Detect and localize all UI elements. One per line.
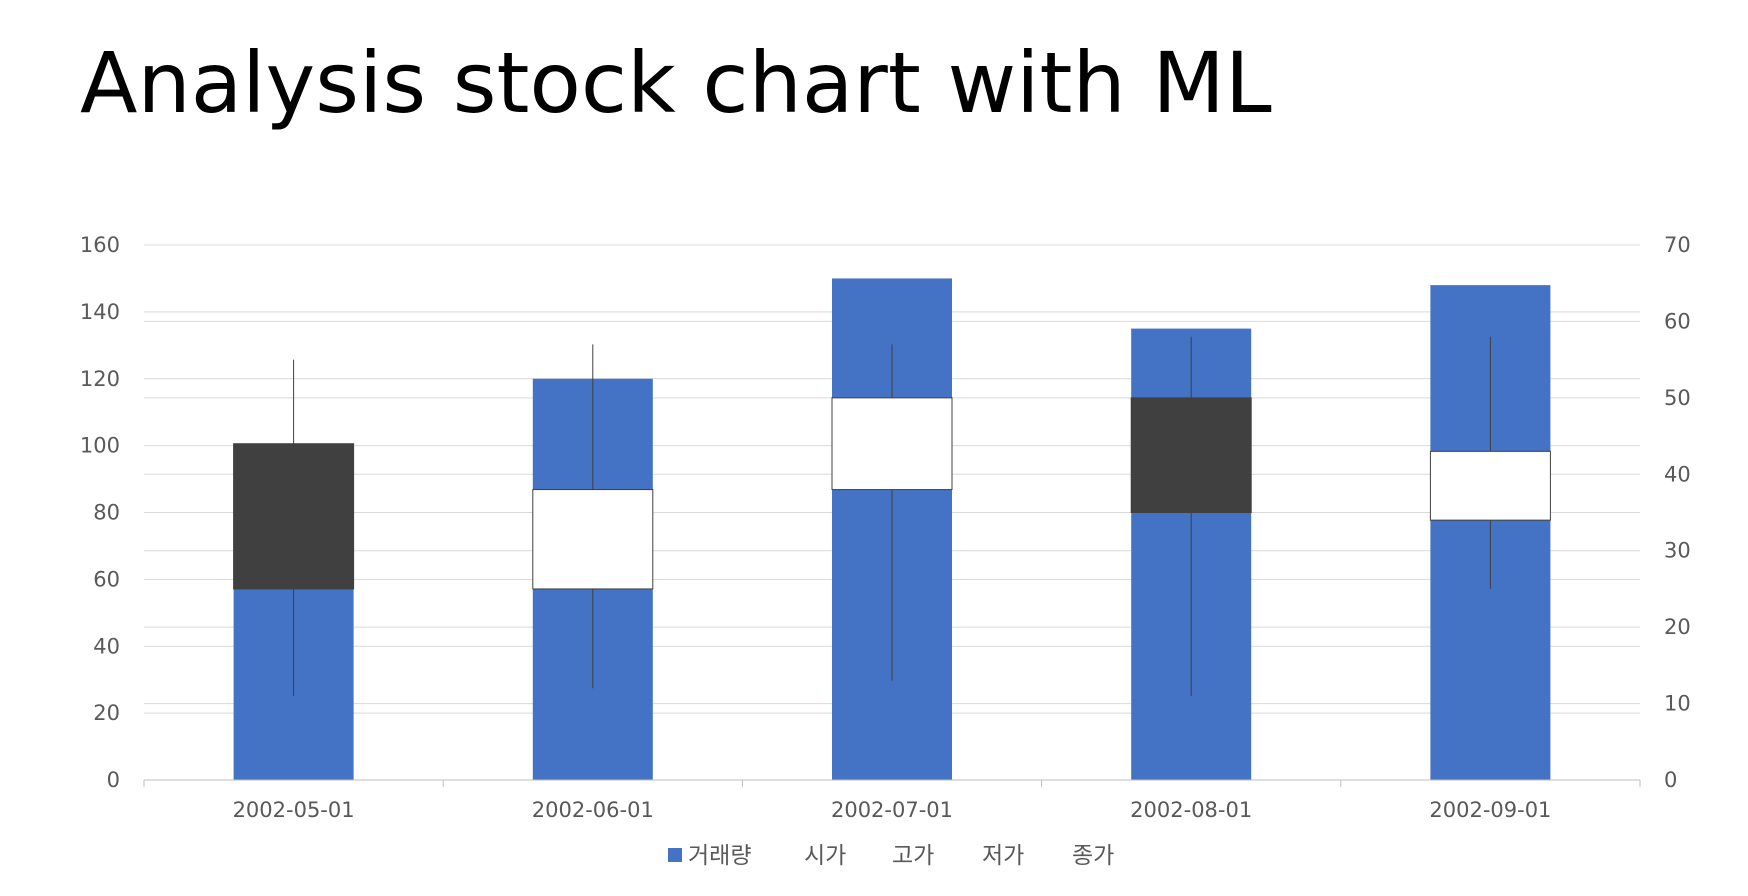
y-left-tick-label: 120 <box>80 367 120 391</box>
legend: 거래량 시가 고가 저가 종가 <box>668 843 1114 869</box>
y-right-tick-label: 40 <box>1664 462 1691 486</box>
legend-label: 저가 <box>982 843 1024 869</box>
y-right-tick-label: 10 <box>1664 692 1691 716</box>
legend-label: 종가 <box>1072 843 1114 869</box>
y-right-tick-label: 0 <box>1664 768 1677 792</box>
y-right-tick-label: 70 <box>1664 233 1691 257</box>
y-left-tick-label: 140 <box>80 300 120 324</box>
y-left-tick-label: 160 <box>80 233 120 257</box>
x-tick-label: 2002-05-01 <box>233 798 355 822</box>
y-right-tick-label: 20 <box>1664 615 1691 639</box>
y-left-tick-label: 100 <box>80 434 120 458</box>
y-left-tick-label: 40 <box>93 634 120 658</box>
legend-label: 시가 <box>804 843 846 869</box>
y-right-tick-label: 50 <box>1664 386 1691 410</box>
x-tick-label: 2002-08-01 <box>1130 798 1252 822</box>
y-left-tick-label: 60 <box>93 567 120 591</box>
y-left-tick-label: 80 <box>93 501 120 525</box>
y-right-tick-label: 30 <box>1664 539 1691 563</box>
y-left-tick-label: 0 <box>107 768 120 792</box>
y-left-tick-label: 20 <box>93 701 120 725</box>
candle-body-down <box>1130 397 1252 514</box>
candle-body-up <box>831 397 953 491</box>
legend-label: 고가 <box>892 843 934 869</box>
candle-body-up <box>532 489 654 590</box>
x-tick-label: 2002-07-01 <box>831 798 953 822</box>
candlesticks <box>233 336 1551 696</box>
slide-title: Analysis stock chart with ML <box>80 34 1272 132</box>
legend-label: 거래량 <box>688 843 751 869</box>
x-tick-label: 2002-09-01 <box>1429 798 1551 822</box>
candle-body-up <box>1429 450 1551 521</box>
legend-swatch-volume <box>668 848 682 862</box>
axes: 0 20 40 60 80 100 120 140 160 0 10 20 30 40 50 60 70 2002… <box>80 233 1691 822</box>
y-right-tick-label: 60 <box>1664 309 1691 333</box>
x-tick-label: 2002-06-01 <box>532 798 654 822</box>
candle-body-down <box>233 443 355 590</box>
